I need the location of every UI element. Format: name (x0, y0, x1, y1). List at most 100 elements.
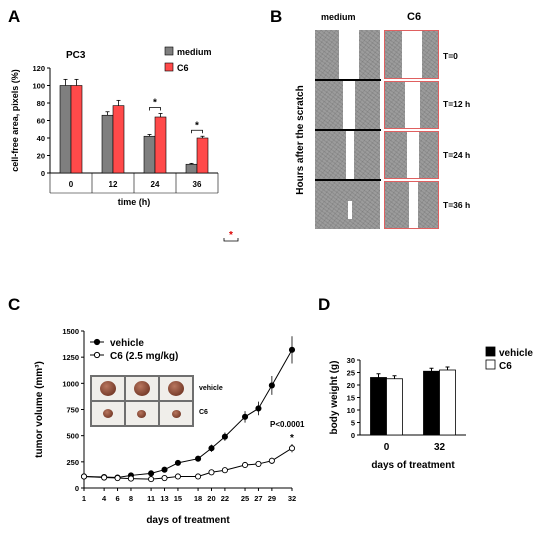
a-sig-bracket-1 (191, 129, 203, 134)
separator-2 (315, 129, 381, 131)
c-x-tick-label-5: 13 (160, 494, 168, 503)
c-point-0-6 (174, 459, 181, 466)
tumor-photo-inset (90, 375, 194, 427)
c-point-0-10 (241, 413, 249, 420)
micrograph-medium-t12 (315, 81, 380, 129)
d-x-tick-label-0: 0 (384, 442, 390, 453)
a-bar-medium-24 (143, 135, 156, 174)
c-y-tick-label-1: 250 (66, 458, 79, 467)
a-y-tick-label-1: 20 (37, 152, 45, 161)
c-point-1-13 (288, 445, 296, 452)
c-y-tick-label-4: 1000 (62, 379, 79, 388)
a-legend-label-medium: medium (177, 47, 212, 57)
c-x-tick-label-1: 4 (102, 494, 107, 503)
panel-letter-d: D (318, 295, 330, 314)
separator-1 (315, 79, 381, 81)
a-stray-star: * (229, 230, 233, 241)
c-point-0-7 (195, 455, 202, 462)
d-y-tick-label-0: 0 (351, 431, 355, 440)
chart-a: 0 20 40 60 80 100 120 0 12 24 36 * * PC3 time (h) cell-… (10, 46, 239, 242)
a-y-tick-label-0: 0 (41, 169, 45, 178)
c-point-1-1 (101, 474, 108, 481)
d-y-tick-label-3: 15 (347, 394, 355, 403)
c-point-1-3 (127, 475, 135, 482)
c-point-1-5 (161, 475, 168, 482)
micrograph-c6-t24 (384, 131, 439, 179)
panel-letter-b: B (270, 7, 282, 26)
b-row-label-1: T=12 h (443, 99, 470, 109)
d-bar-vehicle-0 (370, 377, 387, 436)
d-bar-vehicle-32 (423, 370, 440, 436)
a-y-label: cell-free area, pixels (%) (10, 69, 20, 172)
a-bar-C6-12 (112, 105, 125, 174)
d-legend-swatch-C6 (485, 359, 496, 370)
c-inset-label-vehicle: vehicle (199, 385, 223, 392)
chart-d: 0 5 10 15 20 25 30 0 32 vehicle C6 days of treatmen… (329, 346, 533, 471)
c-x-tick-label-2: 6 (115, 494, 119, 503)
a-legend-swatch-medium (164, 46, 174, 56)
a-y-tick-label-2: 40 (37, 134, 45, 143)
a-bar-C6-24 (154, 116, 167, 174)
a-y-tick-label-5: 100 (32, 82, 45, 91)
c-point-0-9 (221, 433, 228, 440)
d-y-tick-label-6: 30 (347, 356, 355, 365)
a-sig-star-1: * (195, 120, 199, 131)
c-x-tick-label-7: 18 (194, 494, 202, 503)
c-x-tick-label-0: 1 (82, 494, 86, 503)
d-legend-label-vehicle: vehicle (499, 348, 533, 359)
a-stray-bracket (223, 238, 239, 242)
c-point-1-11 (255, 460, 262, 467)
micrograph-medium-t36 (315, 181, 380, 229)
c-y-tick-label-6: 1500 (62, 327, 79, 336)
micrograph-c6-t0 (384, 30, 439, 79)
c-point-0-13 (288, 346, 296, 353)
c-inset-label-c6: C6 (199, 409, 208, 416)
micrograph-c6-t36 (384, 181, 439, 229)
c-x-tick-label-8: 20 (207, 494, 215, 503)
c-x-tick-label-6: 15 (174, 494, 182, 503)
chart-c: 0 250 500 750 1000 1250 1500 1 4 6 8 11 13 15 18 20 22 25… (34, 327, 305, 526)
a-x-tick-label-3: 36 (193, 180, 202, 189)
a-bar-C6-0 (70, 85, 83, 174)
a-legend-swatch-C6 (164, 62, 174, 72)
a-bar-C6-36 (196, 137, 209, 174)
a-sig-bracket-0 (149, 107, 161, 111)
c-x-tick-label-9: 22 (221, 494, 229, 503)
a-x-tick-label-1: 12 (109, 180, 118, 189)
panel-letter-a: A (8, 7, 20, 26)
a-sig-star-0: * (153, 98, 157, 109)
a-x-tick-label-2: 24 (151, 180, 160, 189)
c-annotation-star: * (290, 433, 294, 444)
c-point-0-5 (161, 466, 168, 473)
a-bar-medium-0 (59, 85, 72, 174)
d-bar-C6-0 (386, 378, 403, 436)
c-point-0-8 (208, 445, 215, 452)
b-col-label-c6: C6 (407, 11, 421, 23)
c-point-1-0 (80, 473, 88, 480)
c-legend-label-0: vehicle (110, 338, 144, 349)
a-title: PC3 (66, 50, 86, 61)
d-x-label: days of treatment (371, 460, 455, 471)
c-point-1-7 (195, 473, 202, 480)
d-bar-C6-32 (439, 369, 456, 436)
d-y-label: body weight (g) (329, 361, 340, 435)
d-legend-swatch-vehicle (485, 346, 496, 357)
micrograph-medium-t0 (315, 30, 380, 79)
d-legend-label-C6: C6 (499, 361, 512, 372)
d-x-tick-label-1: 32 (434, 442, 446, 453)
a-bar-medium-36 (185, 163, 198, 174)
c-x-tick-label-11: 27 (254, 494, 262, 503)
a-x-label: time (h) (118, 197, 151, 207)
b-row-label-2: T=24 h (443, 150, 470, 160)
a-x-tick-label-0: 0 (69, 180, 74, 189)
c-y-tick-label-0: 0 (75, 484, 79, 493)
micrograph-medium-t24 (315, 131, 380, 179)
a-y-tick-label-6: 120 (32, 64, 45, 73)
c-legend-marker-1 (93, 351, 101, 359)
c-point-1-2 (114, 475, 121, 482)
b-col-label-medium: medium (321, 12, 356, 22)
a-legend-label-C6: C6 (177, 63, 189, 73)
c-point-0-12 (268, 382, 275, 389)
d-y-tick-label-4: 20 (347, 381, 355, 390)
